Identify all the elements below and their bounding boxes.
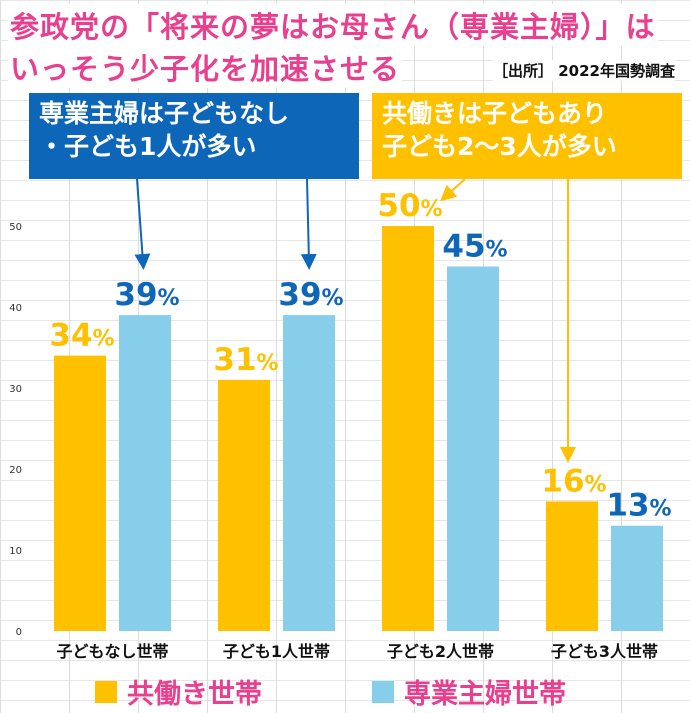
bar [54,355,106,631]
callout-working-line1: 共働きは子どもあり [382,99,608,128]
category-label: 子ども1人世帯 [223,642,330,661]
category-label: 子ども3人世帯 [551,642,658,661]
data-label: 16% [541,463,606,499]
title-line-1: 参政党の「将来の夢はお母さん（専業主婦）」は [8,4,658,46]
bar [119,315,171,631]
y-tick-label: 0 [16,627,22,638]
callout-housewife-line1: 専業主婦は子どもなし [39,99,290,128]
bars [54,226,663,631]
source-note: ［出所］ 2022年国勢調査 [493,60,675,81]
y-tick-label: 30 [9,384,22,395]
title-line-2: いっそう少子化を加速させる [8,46,403,88]
arrow-housewife-none [134,178,151,270]
callout-working-line2: 子ども2～3人が多い [382,132,617,161]
data-label: 31% [213,342,278,378]
callout-working: 共働きは子どもあり 子ども2～3人が多い [372,93,682,179]
bar [218,379,270,631]
data-label: 39% [278,277,343,313]
bar [546,501,598,631]
arrow-housewife-one [300,178,317,270]
legend-working: 共働き世帯 [95,672,262,711]
category-labels: 子どもなし世帯 子ども1人世帯 子ども2人世帯 子ども3人世帯 [56,642,658,661]
bar [447,266,499,631]
data-label: 50% [377,188,442,224]
callout-housewife-line2: ・子ども1人が多い [39,132,257,161]
y-tick-label: 20 [9,465,22,476]
legend-housewife: 専業主婦世帯 [372,672,566,711]
legend-housewife-swatch [372,680,394,703]
data-labels: 34% 31% 50% 16% 39% 39% 45% 13% [49,188,671,524]
y-tick-label: 40 [9,303,22,314]
bar [382,226,434,631]
data-label: 45% [442,229,507,265]
y-tick-label: 10 [9,546,22,557]
arrow-working-two [440,178,466,202]
category-label: 子どもなし世帯 [56,642,168,661]
data-label: 13% [606,488,671,524]
y-axis: 0 10 20 30 40 50 [9,222,22,638]
y-tick-label: 50 [9,222,22,233]
legend-housewife-label: 専業主婦世帯 [404,679,566,710]
legend-working-swatch [95,680,117,703]
category-label: 子ども2人世帯 [387,642,494,661]
bar [611,525,663,631]
bar [283,315,335,631]
callout-housewife: 専業主婦は子どもなし ・子ども1人が多い [29,93,359,179]
data-label: 34% [49,318,114,354]
legend-working-label: 共働き世帯 [127,679,262,710]
data-label: 39% [114,277,179,313]
